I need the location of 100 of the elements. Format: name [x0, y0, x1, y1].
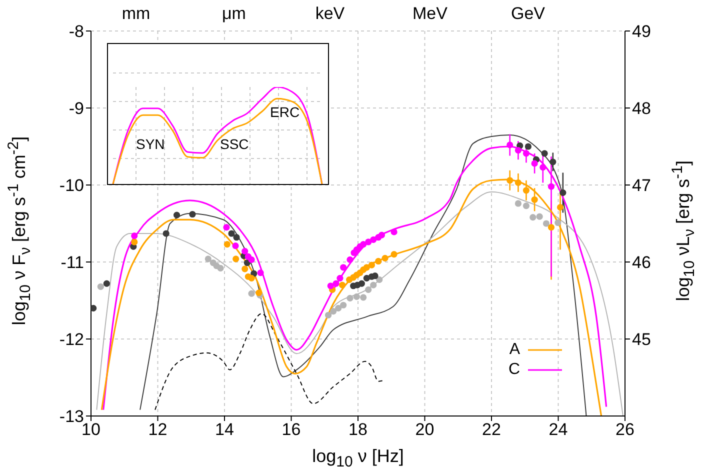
point — [324, 312, 332, 318]
point — [531, 196, 538, 203]
point — [232, 256, 240, 262]
x-tick-label: 22 — [482, 420, 501, 440]
point — [370, 282, 377, 288]
annotation: SSC — [220, 136, 249, 152]
point — [217, 264, 224, 272]
point — [531, 160, 538, 167]
y2-tick-label: 48 — [632, 99, 651, 118]
y-tick-label: -12 — [59, 330, 84, 350]
x-tick-label: 14 — [215, 420, 234, 440]
x-tick-label: 20 — [415, 420, 434, 440]
point — [358, 280, 365, 287]
y2-tick-label: 45 — [632, 330, 651, 350]
point — [162, 230, 170, 237]
point — [327, 282, 334, 290]
legend-label: A — [508, 341, 520, 359]
point — [248, 274, 255, 282]
point — [365, 286, 372, 294]
point — [360, 240, 367, 248]
point — [97, 283, 104, 290]
point — [530, 214, 536, 221]
point — [372, 272, 378, 280]
x-tick-label: 12 — [148, 420, 168, 440]
point — [360, 294, 367, 301]
point — [556, 204, 564, 211]
point — [233, 234, 240, 241]
point — [542, 220, 550, 227]
x-tick-label: 26 — [616, 420, 634, 440]
point — [548, 224, 555, 231]
point — [228, 230, 235, 237]
x-tick-label: 18 — [348, 420, 368, 440]
point — [189, 210, 196, 218]
text: mm — [120, 4, 152, 24]
point — [340, 264, 347, 271]
x-tick-label: 10 — [82, 420, 100, 440]
y-tick-label: -9 — [68, 99, 84, 118]
x-tick-label: 24 — [548, 420, 568, 440]
point — [242, 266, 248, 272]
y-tick-label: -11 — [60, 253, 84, 272]
point — [382, 254, 388, 262]
point — [363, 264, 370, 271]
point — [514, 147, 522, 154]
point — [378, 232, 385, 238]
annotation: SYN — [136, 136, 165, 152]
point — [536, 213, 543, 220]
point — [554, 219, 562, 226]
point — [131, 238, 138, 246]
text: MeV — [412, 4, 448, 24]
x-axis-title: log$_{10}$ ν [Hz] — [311, 446, 405, 471]
point — [103, 280, 110, 287]
point — [91, 304, 97, 312]
point — [340, 302, 347, 308]
point — [514, 200, 522, 207]
point — [339, 282, 346, 288]
point — [353, 293, 360, 300]
y2-tick-label: 46 — [632, 253, 651, 272]
point — [336, 274, 344, 282]
point — [390, 251, 398, 258]
point — [522, 187, 530, 194]
point — [242, 248, 248, 255]
point — [506, 177, 514, 184]
point — [548, 183, 555, 190]
point — [204, 256, 212, 262]
point — [522, 202, 530, 210]
point — [248, 256, 255, 263]
point — [376, 276, 383, 284]
x-tick-label: 16 — [282, 420, 301, 440]
point — [131, 232, 138, 240]
text: keV — [314, 4, 346, 24]
point — [346, 294, 354, 302]
point — [368, 262, 375, 268]
point — [346, 256, 354, 263]
point — [370, 236, 377, 243]
text: GeV — [510, 4, 546, 24]
point — [223, 224, 230, 231]
y-tick-label: -10 — [59, 176, 84, 196]
point — [330, 308, 337, 315]
point — [540, 164, 546, 171]
text: μm — [221, 4, 247, 24]
point — [514, 179, 522, 186]
point — [224, 240, 230, 248]
point — [506, 142, 514, 148]
y2-tick-label: 49 — [632, 22, 651, 42]
point — [248, 290, 255, 297]
point — [365, 238, 372, 246]
point — [541, 150, 548, 157]
point — [232, 242, 239, 250]
annotation: ERC — [270, 104, 300, 120]
point — [560, 189, 566, 196]
point — [244, 259, 250, 266]
y-tick-label: -13 — [59, 407, 84, 426]
point — [335, 304, 342, 312]
point — [257, 269, 264, 276]
point — [524, 143, 532, 150]
y-tick-label: -8 — [68, 22, 84, 42]
point — [550, 158, 556, 166]
point — [375, 258, 382, 265]
legend-label: C — [507, 361, 520, 379]
point — [390, 228, 398, 236]
